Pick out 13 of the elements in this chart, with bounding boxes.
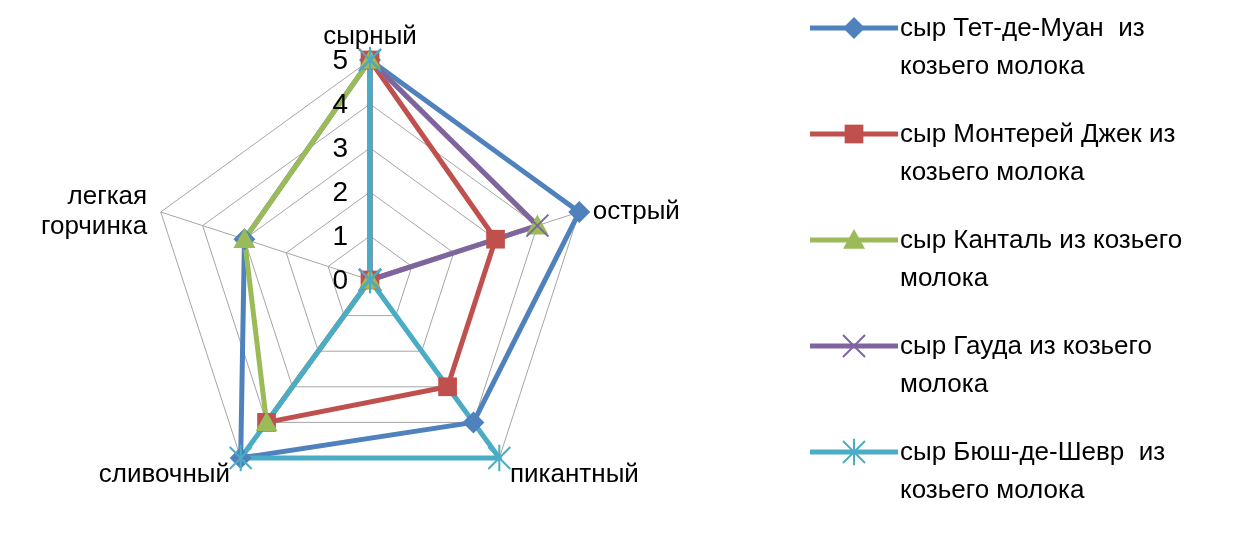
spoke-label: сливочный — [98, 458, 230, 489]
y-tick-label: 2 — [332, 176, 348, 207]
legend-label: сыр Тет-де-Муан из козьего молока — [900, 11, 1146, 82]
legend-label: сыр Гауда из козьего молока — [900, 329, 1153, 400]
legend-label: сыр Бюш-де-Шевр из козьего молока — [900, 435, 1167, 506]
spoke-label: легкая горчинка — [41, 179, 148, 240]
legend-label: сыр Монтерей Джек из козьего молока — [900, 117, 1177, 188]
spoke-label: острый — [592, 194, 680, 225]
spoke-label: пикантный — [510, 458, 639, 489]
y-tick-label: 1 — [332, 220, 348, 251]
legend-label: сыр Канталь из козьего молока — [900, 223, 1184, 294]
y-tick-label: 0 — [332, 264, 348, 295]
y-tick-label: 3 — [332, 132, 348, 163]
